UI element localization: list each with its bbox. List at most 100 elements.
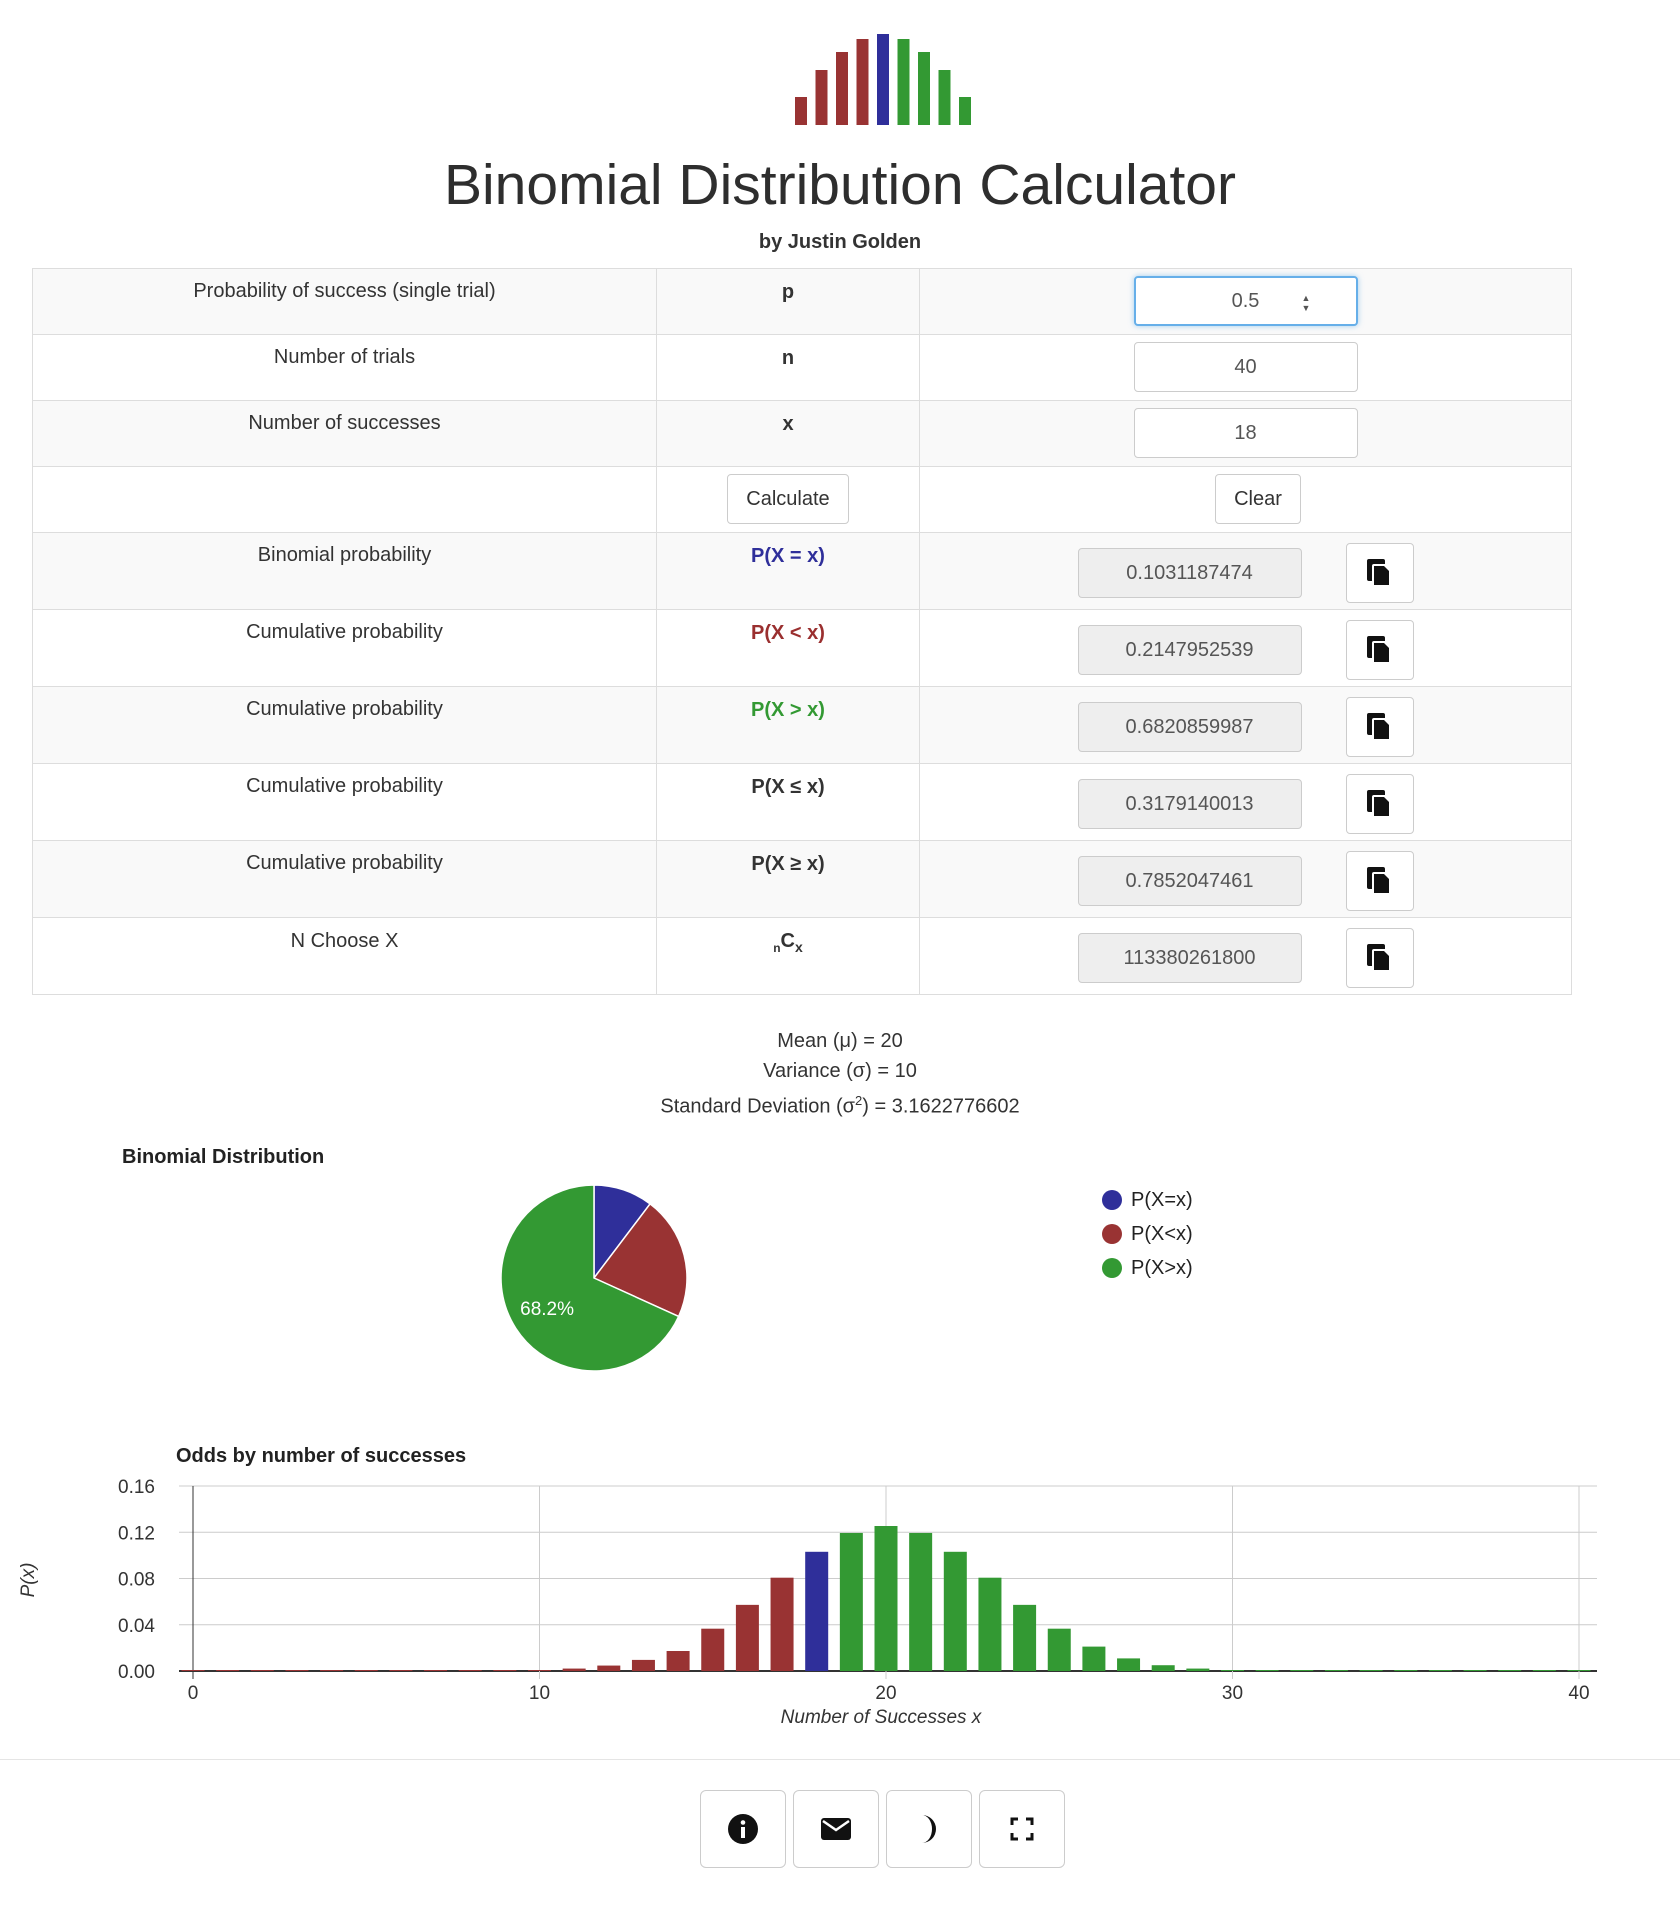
successes-input[interactable]	[1133, 408, 1358, 458]
mean-line: Mean (μ) = 20	[0, 1026, 1680, 1056]
bar[interactable]	[1324, 1670, 1348, 1671]
bar[interactable]	[943, 1551, 967, 1671]
bar[interactable]	[1290, 1670, 1314, 1671]
bar[interactable]	[458, 1670, 482, 1671]
bar[interactable]	[1117, 1658, 1141, 1671]
bar[interactable]	[1359, 1670, 1383, 1671]
logo-bar	[815, 70, 828, 125]
bar[interactable]	[285, 1670, 309, 1671]
calculator-table: Probability of success (single trial) p …	[32, 268, 1572, 995]
bar[interactable]	[493, 1670, 517, 1671]
trials-input[interactable]	[1133, 342, 1358, 392]
mean-label: Mean (μ) =	[777, 1030, 881, 1052]
bar[interactable]	[631, 1659, 655, 1671]
bar[interactable]	[805, 1551, 829, 1671]
sd-line: Standard Deviation (σ2) = 3.1622776602	[0, 1086, 1680, 1122]
bar[interactable]	[874, 1526, 898, 1671]
probability-input[interactable]	[1133, 276, 1358, 326]
dark-mode-button[interactable]	[886, 1790, 972, 1868]
logo-bar	[918, 52, 930, 125]
copy-button[interactable]	[1345, 774, 1414, 834]
bar[interactable]	[978, 1577, 1002, 1671]
legend-item[interactable]: P(X>x)	[1102, 1251, 1193, 1285]
bar[interactable]	[1394, 1670, 1418, 1671]
bar[interactable]	[735, 1604, 759, 1671]
clear-button[interactable]: Clear	[1215, 474, 1301, 524]
copy-button[interactable]	[1345, 851, 1414, 911]
x-tick-label: 40	[1568, 1683, 1589, 1704]
bar[interactable]	[1047, 1628, 1071, 1671]
bar[interactable]	[250, 1670, 274, 1671]
bar[interactable]	[181, 1670, 205, 1671]
copy-button[interactable]	[1345, 543, 1414, 603]
bar[interactable]	[1463, 1670, 1487, 1671]
bar[interactable]	[1151, 1665, 1175, 1671]
copy-icon	[1366, 944, 1391, 972]
bar[interactable]	[320, 1670, 344, 1671]
bar[interactable]	[839, 1532, 863, 1671]
pie-slice[interactable]	[500, 1184, 680, 1372]
pie-slice-label: 68.2%	[520, 1299, 574, 1320]
result-label: Cumulative probability	[246, 852, 443, 874]
spinner-arrows-icon[interactable]: ▲ ▼	[1301, 293, 1311, 313]
bar[interactable]	[1428, 1670, 1452, 1671]
result-row: Binomial probability P(X = x) 0.10311874…	[32, 532, 1572, 610]
bar[interactable]	[389, 1670, 413, 1671]
logo-bar	[877, 34, 889, 125]
bar[interactable]	[1255, 1670, 1279, 1671]
bar[interactable]	[770, 1577, 794, 1671]
bar-chart: 0.00 0.04 0.08 0.12 0.16 0 10 20 30 40 Number of S…	[18, 1477, 1597, 1728]
x-tick-label: 30	[1222, 1683, 1243, 1704]
bar[interactable]	[1567, 1670, 1591, 1671]
result-value: 0.2147952539	[1077, 625, 1302, 675]
logo-bar	[938, 70, 951, 125]
bar[interactable]	[1082, 1646, 1106, 1671]
choose-label: N Choose X	[290, 930, 399, 952]
mean-value: 20	[880, 1030, 903, 1052]
bar[interactable]	[1013, 1604, 1037, 1671]
bar[interactable]	[528, 1670, 551, 1671]
bar[interactable]	[216, 1670, 240, 1671]
legend-item[interactable]: P(X<x)	[1102, 1217, 1193, 1251]
email-button[interactable]	[793, 1790, 879, 1868]
bar[interactable]	[701, 1628, 725, 1671]
bar[interactable]	[1221, 1670, 1244, 1671]
copy-icon	[1366, 636, 1391, 664]
calculate-button[interactable]: Calculate	[727, 474, 849, 524]
copy-button[interactable]	[1345, 620, 1414, 680]
sd-label-post: ) =	[862, 1095, 892, 1118]
info-button[interactable]	[700, 1790, 786, 1868]
input-row-n: Number of trials n	[32, 334, 1572, 401]
bar[interactable]	[1498, 1670, 1522, 1671]
bar[interactable]	[1532, 1670, 1556, 1671]
p-label: Probability of success (single trial)	[193, 280, 496, 302]
legend-label: P(X<x)	[1131, 1222, 1193, 1245]
copy-button[interactable]	[1345, 928, 1414, 988]
x-tick-label: 10	[529, 1683, 550, 1704]
bar[interactable]	[909, 1532, 933, 1671]
bar[interactable]	[562, 1668, 586, 1671]
fullscreen-button[interactable]	[979, 1790, 1065, 1868]
fullscreen-icon	[1010, 1817, 1034, 1841]
bar[interactable]	[1186, 1668, 1210, 1671]
choose-main: C	[780, 930, 795, 952]
legend-item[interactable]: P(X=x)	[1102, 1183, 1193, 1217]
sd-value: 3.1622776602	[891, 1095, 1020, 1118]
bar[interactable]	[666, 1650, 690, 1671]
bar[interactable]	[354, 1670, 378, 1671]
choose-symbol: nCx	[657, 918, 919, 959]
result-value: 0.7852047461	[1077, 856, 1302, 906]
n-symbol: n	[781, 347, 795, 369]
bar[interactable]	[597, 1665, 621, 1671]
result-symbol: P(X ≥ x)	[751, 853, 825, 875]
choose-value: 113380261800	[1077, 933, 1302, 983]
y-tick-label: 0.16	[118, 1477, 155, 1498]
bar[interactable]	[424, 1670, 448, 1671]
result-symbol: P(X ≤ x)	[751, 776, 825, 798]
x-tick-label: 20	[875, 1683, 896, 1704]
legend-label: P(X=x)	[1131, 1188, 1193, 1211]
input-row-x: Number of successes x	[32, 400, 1572, 467]
divider	[0, 1759, 1680, 1760]
legend-dot	[1102, 1258, 1122, 1278]
copy-button[interactable]	[1345, 697, 1414, 757]
